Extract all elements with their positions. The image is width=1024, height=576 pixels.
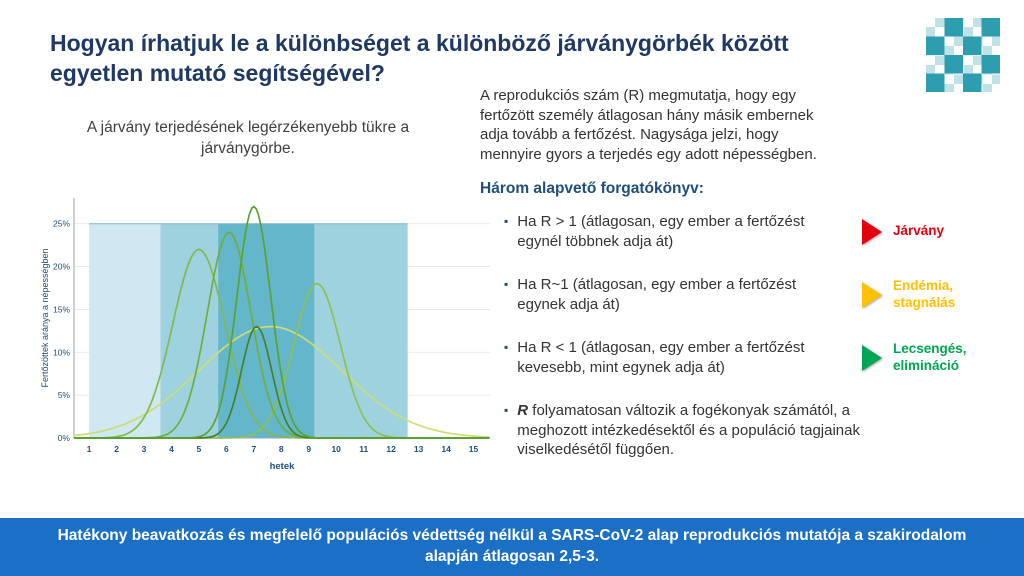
list-item: ▪ R folyamatosan változik a fogékonyak s… bbox=[480, 401, 1020, 460]
svg-text:13: 13 bbox=[414, 444, 424, 454]
bullet-text: Ha R > 1 (átlagosan, egy ember a fertőzé… bbox=[517, 213, 805, 250]
epidemic-indicator: Járvány bbox=[862, 218, 1020, 245]
list-item: ▪ Ha R~1 (átlagosan, egy ember a fertőzé… bbox=[480, 275, 1020, 314]
bullet-square-icon: ▪ bbox=[504, 214, 509, 228]
svg-text:5%: 5% bbox=[58, 390, 71, 400]
bullet-square-icon: ▪ bbox=[504, 340, 509, 354]
intro-paragraph: A reprodukciós szám (R) megmutatja, hogy… bbox=[480, 87, 817, 163]
arrow-right-icon bbox=[862, 344, 882, 371]
svg-text:0%: 0% bbox=[58, 433, 71, 443]
r-symbol: R bbox=[517, 402, 529, 419]
svg-text:1: 1 bbox=[87, 444, 92, 454]
decorative-checker-logo bbox=[926, 18, 1000, 92]
right-column: A reprodukciós szám (R) megmutatja, hogy… bbox=[480, 86, 1020, 460]
page-title: Hogyan írhatjuk le a különbséget a külön… bbox=[50, 30, 789, 87]
epidemic-curve-chart: 1 2 3 4 5 6 7 8 9 10 11 12 13 14 150%5%10%15%20%25%het… bbox=[40, 198, 490, 472]
svg-text:7: 7 bbox=[252, 444, 257, 454]
endemic-indicator: Endémia, stagnálás bbox=[862, 278, 1020, 310]
arrow-right-icon bbox=[862, 218, 882, 245]
svg-text:14: 14 bbox=[441, 444, 451, 454]
decline-indicator: Lecsengés, elimináció bbox=[862, 341, 1020, 373]
svg-text:8: 8 bbox=[279, 444, 284, 454]
svg-text:10%: 10% bbox=[53, 347, 70, 357]
list-item: ▪ Ha R < 1 (átlagosan, egy ember a fertő… bbox=[480, 338, 1020, 377]
svg-text:6: 6 bbox=[224, 444, 229, 454]
bullet-text-rest: folyamatosan változik a fogékonyak számá… bbox=[517, 402, 860, 458]
svg-text:hetek: hetek bbox=[270, 461, 296, 472]
svg-text:Fertőzöttek aránya a népességb: Fertőzöttek aránya a népességben bbox=[40, 248, 50, 387]
epidemic-curve-chart-wrap: 1 2 3 4 5 6 7 8 9 10 11 12 13 14 15 0% 5% 10% 15% 20% 25% het… bbox=[38, 186, 498, 476]
bullet-text: Ha R~1 (átlagosan, egy ember a fertőzést… bbox=[517, 276, 797, 313]
scenario-list: ▪ Ha R > 1 (átlagosan, egy ember a fertő… bbox=[480, 212, 1020, 460]
bullet-text: Ha R < 1 (átlagosan, egy ember a fertőzé… bbox=[517, 339, 805, 376]
bullet-square-icon: ▪ bbox=[504, 277, 509, 291]
svg-text:15%: 15% bbox=[53, 304, 70, 314]
chart-caption: A járvány terjedésének legérzékenyebb tü… bbox=[86, 119, 410, 157]
indicator-label: Járvány bbox=[893, 223, 945, 239]
svg-text:11: 11 bbox=[359, 444, 368, 454]
arrow-right-icon bbox=[862, 281, 882, 308]
footer-banner: Hatékony beavatkozás és megfelelő populá… bbox=[0, 518, 1024, 576]
svg-text:2: 2 bbox=[114, 444, 119, 454]
scenarios-heading: Három alapvető forgatókönyv: bbox=[480, 180, 704, 197]
list-item: ▪ Ha R > 1 (átlagosan, egy ember a fertő… bbox=[480, 212, 1020, 251]
svg-text:12: 12 bbox=[386, 444, 396, 454]
svg-text:3: 3 bbox=[142, 444, 147, 454]
footer-text: Hatékony beavatkozás és megfelelő populá… bbox=[57, 527, 967, 565]
bullet-text: R folyamatosan változik a fogékonyak szá… bbox=[517, 401, 862, 460]
indicator-label: Lecsengés, elimináció bbox=[893, 341, 967, 373]
svg-text:20%: 20% bbox=[53, 262, 70, 272]
svg-text:25%: 25% bbox=[53, 219, 70, 229]
svg-text:4: 4 bbox=[169, 444, 174, 454]
bullet-square-icon: ▪ bbox=[504, 403, 509, 417]
svg-text:9: 9 bbox=[306, 444, 311, 454]
svg-text:5: 5 bbox=[197, 444, 202, 454]
svg-text:15: 15 bbox=[469, 444, 479, 454]
indicator-label: Endémia, stagnálás bbox=[893, 278, 956, 310]
svg-text:10: 10 bbox=[331, 444, 341, 454]
